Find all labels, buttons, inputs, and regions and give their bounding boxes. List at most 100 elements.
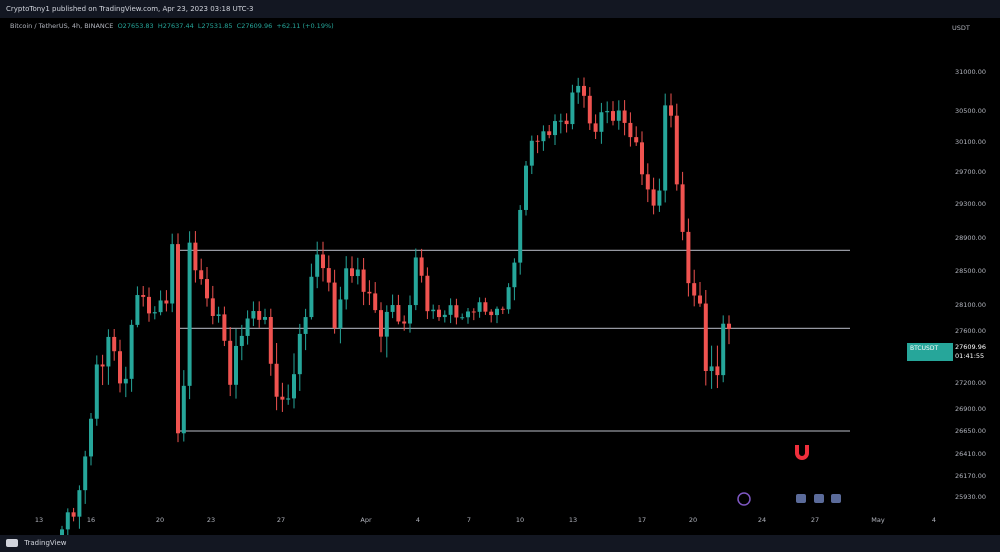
candle-body <box>263 316 267 320</box>
crypto-event-icon[interactable] <box>737 492 751 506</box>
y-tick-label: 26650.00 <box>955 427 986 435</box>
price-axis[interactable]: USDT 25930.00 26170.00 26410.00 26650.00 269… <box>952 24 986 501</box>
y-tick-label: 28100.00 <box>955 301 986 309</box>
y-tick-label: 27200.00 <box>955 379 986 387</box>
candle-body <box>245 318 250 336</box>
x-tick-label: Apr <box>360 516 372 524</box>
candle-body <box>373 293 378 311</box>
candle-body <box>402 321 407 324</box>
last-price-tag: BTCUSDT 27609.96 01:41:55 <box>907 343 986 361</box>
candle-body <box>437 309 441 318</box>
candle-body <box>83 456 88 491</box>
brand-label: TradingView <box>24 539 67 547</box>
candle-body <box>170 244 175 304</box>
candle-body <box>489 311 494 316</box>
candle-body <box>60 529 64 535</box>
candle-body <box>413 257 418 306</box>
candle-body <box>164 300 169 304</box>
x-tick-label: 27 <box>811 516 819 524</box>
published-text: CryptoTony1 published on TradingView.com… <box>6 5 254 13</box>
candle-body <box>564 120 569 125</box>
candle-body <box>495 308 499 316</box>
candle-body <box>442 314 447 318</box>
candle-body <box>518 209 523 263</box>
y-tick-label: 26410.00 <box>955 450 986 458</box>
candle-body <box>692 283 697 296</box>
candle-body <box>483 302 488 312</box>
candle-body <box>576 85 581 93</box>
candle-body <box>216 314 221 316</box>
candle-body <box>686 231 691 284</box>
candle-body <box>280 396 285 400</box>
economic-event-icon[interactable] <box>796 494 806 503</box>
x-tick-label: 27 <box>277 516 285 524</box>
candle-body <box>622 110 627 123</box>
candle-body <box>558 120 563 122</box>
time-axis[interactable]: 13 16 20 23 27 Apr 4 7 10 13 17 20 24 27 May 4 <box>35 516 936 524</box>
candle-body <box>303 317 308 334</box>
y-tick-label: 28500.00 <box>955 267 986 275</box>
open-value: O27653.83 <box>117 22 154 30</box>
x-tick-label: 23 <box>207 516 215 524</box>
candle-body <box>112 336 117 352</box>
candle-body <box>657 190 662 206</box>
candle-body <box>512 262 517 288</box>
candlestick-chart[interactable]: USDT 25930.00 26170.00 26410.00 26650.00 269… <box>0 18 1000 535</box>
candle-body <box>506 287 511 310</box>
candle-body <box>222 314 227 341</box>
candle-body <box>257 311 262 320</box>
x-tick-label: 17 <box>638 516 646 524</box>
candle-body <box>547 131 552 136</box>
candle-body <box>129 324 134 379</box>
candle-body <box>228 340 233 385</box>
candle-body <box>94 364 99 419</box>
y-tick-label: 30500.00 <box>955 107 986 115</box>
magnet-icon[interactable] <box>795 445 809 460</box>
candle-body <box>65 512 70 530</box>
candle-body <box>379 310 383 337</box>
candle-body <box>326 268 331 283</box>
candle-body <box>292 374 296 399</box>
candle-body <box>361 269 366 292</box>
footer-bar: TradingView <box>0 535 1000 552</box>
candle-body <box>593 123 598 132</box>
y-tick-label: 29700.00 <box>955 168 986 176</box>
candle-body <box>587 95 592 124</box>
candle-body <box>384 311 389 337</box>
economic-event-icon[interactable] <box>814 494 824 503</box>
x-tick-label: 20 <box>689 516 697 524</box>
price-tag-bg <box>907 343 953 361</box>
y-tick-label: 30100.00 <box>955 138 986 146</box>
candle-body <box>628 122 633 138</box>
candle-body <box>297 333 302 375</box>
candle-body <box>396 305 401 322</box>
candle-body <box>599 112 604 132</box>
candle-body <box>234 345 238 385</box>
candle-body <box>721 323 726 376</box>
candle-body <box>663 105 668 191</box>
candle-body <box>205 279 209 299</box>
candle-body <box>466 311 470 318</box>
candle-body <box>680 184 685 232</box>
currency-label: USDT <box>952 24 970 32</box>
candle-body <box>338 299 343 329</box>
candle-body <box>425 275 430 312</box>
candle-body <box>176 244 180 434</box>
candle-body <box>529 140 534 166</box>
candle-body <box>152 312 157 314</box>
symbol-label: Bitcoin / TetherUS, 4h, BINANCE <box>10 22 114 30</box>
y-tick-label: 28900.00 <box>955 234 986 242</box>
candle-body <box>471 311 476 313</box>
y-tick-label: 26900.00 <box>955 405 986 413</box>
candle-body <box>274 363 279 397</box>
economic-event-icon[interactable] <box>831 494 841 503</box>
candle-body <box>77 490 82 517</box>
high-value: H27637.44 <box>157 22 194 30</box>
candle-body <box>89 418 93 457</box>
candle-body <box>431 309 436 312</box>
y-tick-label: 25930.00 <box>955 493 986 501</box>
x-tick-label: 20 <box>156 516 164 524</box>
candle-body <box>187 242 192 386</box>
candle-body <box>199 270 204 280</box>
y-tick-label: 26170.00 <box>955 472 986 480</box>
